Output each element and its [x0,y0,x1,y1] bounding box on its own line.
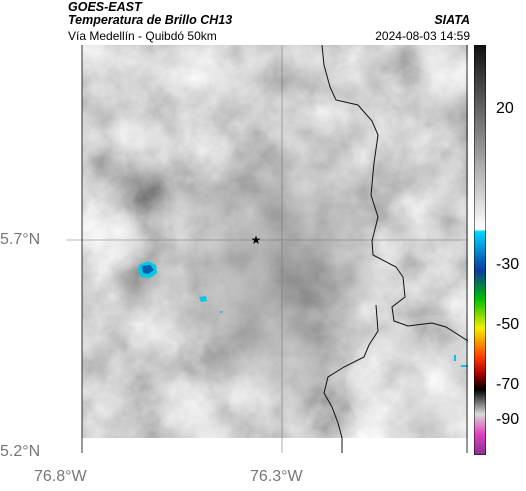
cold-cloud-center [142,265,154,274]
bright-zone [346,315,468,453]
y-axis-label-top: 5.7°N [0,231,41,248]
star-icon: ★ [251,233,262,247]
colorbar [474,45,486,455]
colorbar-tick-minus-50: -50 [496,316,520,333]
colorbar-tick-minus-70: -70 [496,376,520,393]
dark-zone [161,115,401,415]
department-border [321,45,468,342]
org-label: SIATA [434,13,470,27]
department-border-south [323,304,379,453]
route-label: Vía Medellín - Quibdó 50km [68,29,217,43]
cold-cloud-small [199,296,207,302]
colorbar-tick-minus-90: -90 [496,411,520,428]
colorbar-tick-20: 20 [496,100,514,117]
colorbar-tick-minus-30: -30 [496,256,520,273]
satellite-map[interactable]: ★ [66,45,468,453]
cold-cloud-edge-2 [461,365,468,367]
x-axis-label-center: 76.3°W [250,468,303,485]
channel-subtitle: Temperatura de Brillo CH13 [68,13,233,27]
cold-cloud-dot [220,311,222,313]
x-axis-label-left: 76.8°W [34,468,87,485]
cold-cloud-edge-1 [454,355,456,361]
y-axis-label-bottom: 5.2°N [0,443,41,460]
product-title: GOES-EAST [68,0,142,14]
timestamp: 2024-08-03 14:59 [375,29,470,43]
